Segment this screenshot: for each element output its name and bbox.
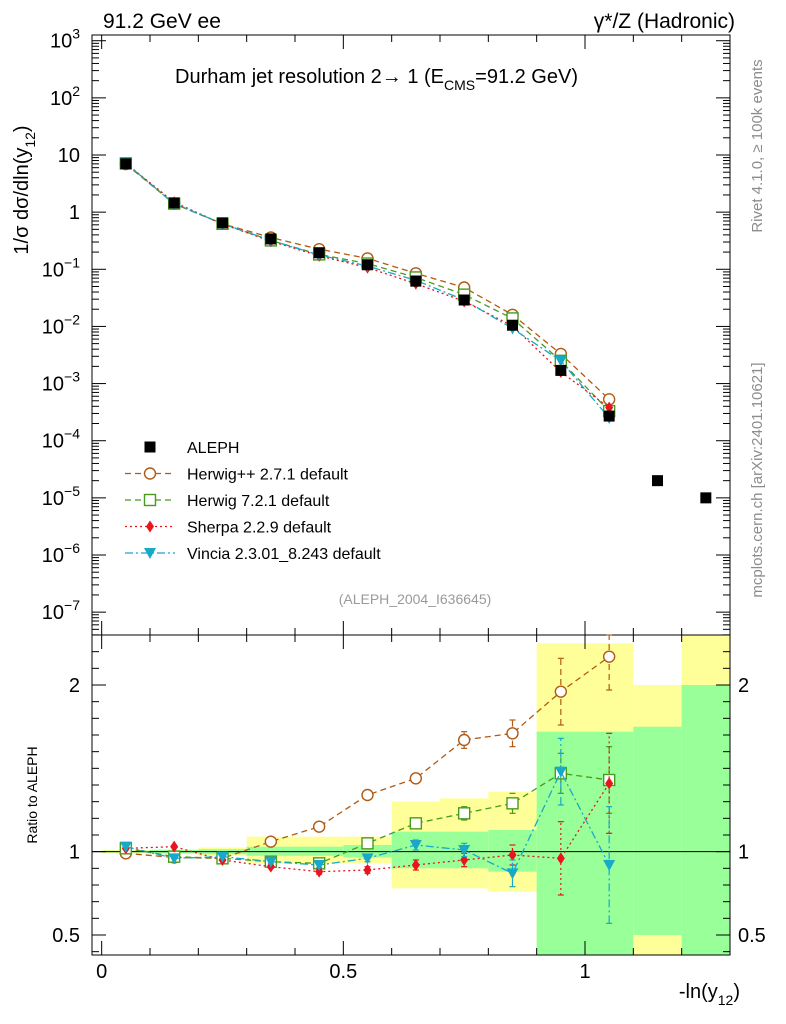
side-text-mcplots: mcplots.cern.ch [arXiv:2401.10621]	[749, 362, 766, 597]
header-right: γ*/Z (Hadronic)	[594, 10, 735, 33]
y-tick-label: 10−1	[42, 254, 80, 281]
series-3-ratio-point	[168, 853, 181, 865]
series-0-ratio-point	[409, 772, 423, 785]
data-point	[700, 492, 712, 504]
legend-marker-4	[144, 548, 156, 559]
ratio-tick-label-left: 2	[69, 675, 80, 697]
ratio-tick-label-right: 0.5	[738, 925, 766, 947]
series-2-ratio-point	[508, 849, 517, 861]
series-1-ratio-point	[457, 807, 471, 820]
y-tick-label: 10−5	[42, 483, 80, 510]
y-tick-label: 10−4	[42, 426, 80, 453]
legend-label-3: Sherpa 2.2.9 default	[187, 520, 332, 537]
data-point	[313, 247, 325, 259]
ratio-tick-label-right: 1	[738, 842, 749, 864]
legend-marker-3	[146, 520, 154, 533]
series-3-ratio-point	[554, 766, 567, 778]
legend: ALEPH Herwig++ 2.7.1 default Herwig 7.2.1 …	[125, 440, 381, 563]
legend-marker-0	[144, 441, 156, 453]
x-axis-label: -ln(y12)	[679, 981, 740, 1008]
ratio-tick-label-left: 0.5	[52, 925, 80, 947]
data-points	[120, 158, 712, 504]
series-2-ratio-point	[170, 840, 179, 853]
series-3-ratio-point	[409, 840, 422, 851]
series-0-ratio-point	[264, 835, 278, 848]
legend-marker-1	[143, 467, 157, 480]
series-2-line	[125, 162, 610, 409]
y-tick-label: 102	[50, 83, 80, 110]
series-1-ratio-point	[506, 797, 519, 810]
header-left: 91.2 GeV ee	[103, 10, 221, 33]
main-frame	[91, 34, 731, 636]
legend-label-2: Herwig 7.2.1 default	[187, 493, 330, 510]
y-tick-label: 1	[69, 202, 80, 224]
side-text-rivet: Rivet 4.1.0, ≥ 100k events	[749, 59, 766, 232]
ratio-tick-label-left: 1	[69, 842, 80, 864]
series-2-ratio-point	[605, 777, 614, 790]
series-0-ratio-point	[554, 685, 568, 698]
series-3-ratio-point	[313, 860, 326, 871]
y-tick-label: 10	[58, 145, 80, 167]
series-3-ratio-point	[506, 868, 519, 880]
data-point	[217, 217, 228, 229]
reference-label: (ALEPH_2004_I636645)	[339, 591, 492, 607]
legend-label-4: Vincia 2.3.01_8.243 default	[187, 546, 381, 563]
data-point	[507, 319, 518, 331]
axes: 0 0.5 110310210110−110−210−310−410−510−610…	[42, 26, 766, 983]
series-3-ratio-point	[216, 851, 229, 863]
band-green-11	[633, 726, 682, 935]
series-2-ratio-point	[315, 865, 324, 878]
data-point	[458, 294, 470, 306]
band-green-12	[681, 685, 730, 955]
y-tick-label: 10−3	[42, 369, 80, 396]
data-point	[410, 275, 422, 287]
series-0-ratio-point	[602, 650, 616, 663]
series-1-ratio-point	[361, 837, 374, 850]
legend-marker-2	[143, 493, 157, 507]
series-3-ratio-point	[361, 853, 374, 865]
x-tick-label: 0.5	[329, 961, 357, 983]
series-0-line	[125, 163, 610, 400]
data-point	[362, 259, 373, 271]
legend-label-0: ALEPH	[187, 440, 239, 457]
ratio-y-axis-label: Ratio to ALEPH	[24, 746, 40, 843]
y-tick-label: 10−7	[42, 597, 80, 624]
ratio-bands	[101, 635, 730, 955]
series-3-point	[554, 355, 567, 367]
data-point	[652, 475, 663, 487]
series-3-ratio-point	[458, 845, 471, 856]
legend-label-1: Herwig++ 2.7.1 default	[187, 467, 349, 484]
x-tick-label: 0	[96, 961, 107, 983]
series-3-line	[125, 162, 610, 419]
series-3-ratio-point	[264, 856, 277, 868]
data-point	[168, 197, 180, 209]
data-point	[120, 158, 132, 170]
series-1-line	[125, 162, 610, 412]
series-2-ratio-point	[411, 859, 420, 871]
series-0-ratio-point	[361, 788, 374, 802]
data-point	[555, 364, 567, 376]
series-1-ratio-point	[409, 817, 423, 830]
y-axis-label: 1/σ dσ/dln(y12)	[11, 125, 38, 254]
ratio-tick-label-right: 2	[738, 675, 749, 697]
series-3-ratio-point	[603, 860, 616, 871]
series-0-ratio-point	[506, 727, 519, 740]
y-tick-label: 10−2	[42, 311, 80, 338]
series-2-ratio-line	[125, 782, 610, 873]
chart-title: Durham jet resolution 2→ 1 (ECMS=91.2 Ge…	[175, 66, 578, 93]
ratio-frame	[91, 634, 731, 956]
x-tick-label: 1	[579, 961, 590, 983]
series-2-ratio-point	[556, 852, 565, 865]
data-point	[265, 233, 277, 245]
series-0-ratio-point	[457, 733, 471, 747]
series-0-ratio-point	[312, 820, 326, 833]
y-tick-label: 103	[50, 26, 80, 53]
series-3-ratio-point	[119, 841, 132, 853]
y-tick-label: 10−6	[42, 540, 80, 567]
series-2-ratio-point	[363, 864, 372, 876]
data-point	[603, 410, 615, 422]
